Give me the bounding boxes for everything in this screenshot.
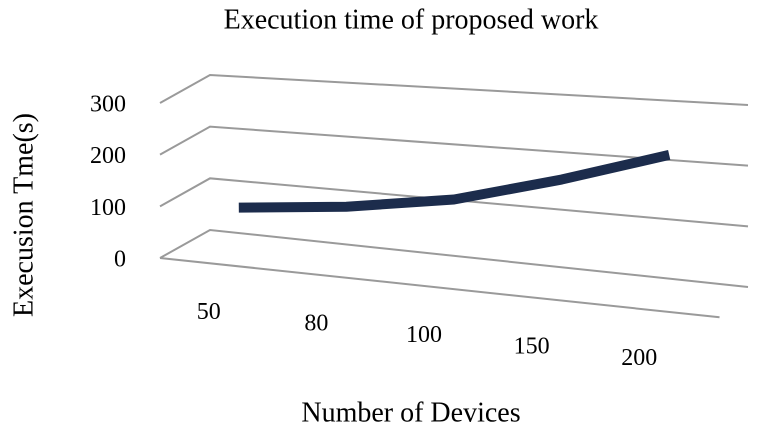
x-tick-label: 200 xyxy=(621,345,657,371)
grid-line xyxy=(159,228,749,288)
floor-edge xyxy=(159,257,720,319)
x-tick-label: 80 xyxy=(304,311,328,337)
y-tick-label: 200 xyxy=(90,143,126,169)
x-tick-label: 100 xyxy=(406,322,442,348)
grid-line xyxy=(159,125,749,167)
x-axis-title: Number of Devices xyxy=(301,397,520,428)
grid-line xyxy=(159,73,749,106)
grid-line xyxy=(159,177,749,228)
y-tick-label: 100 xyxy=(90,195,126,221)
y-tick-label: 0 xyxy=(114,247,126,273)
y-axis-title: Execusion Tme(s) xyxy=(8,113,39,317)
x-tick-label: 150 xyxy=(514,333,550,359)
y-tick-label: 300 xyxy=(90,92,126,118)
chart-title: Execution time of proposed work xyxy=(224,4,599,35)
x-tick-label: 50 xyxy=(197,299,221,325)
line-ribbon xyxy=(238,149,671,213)
